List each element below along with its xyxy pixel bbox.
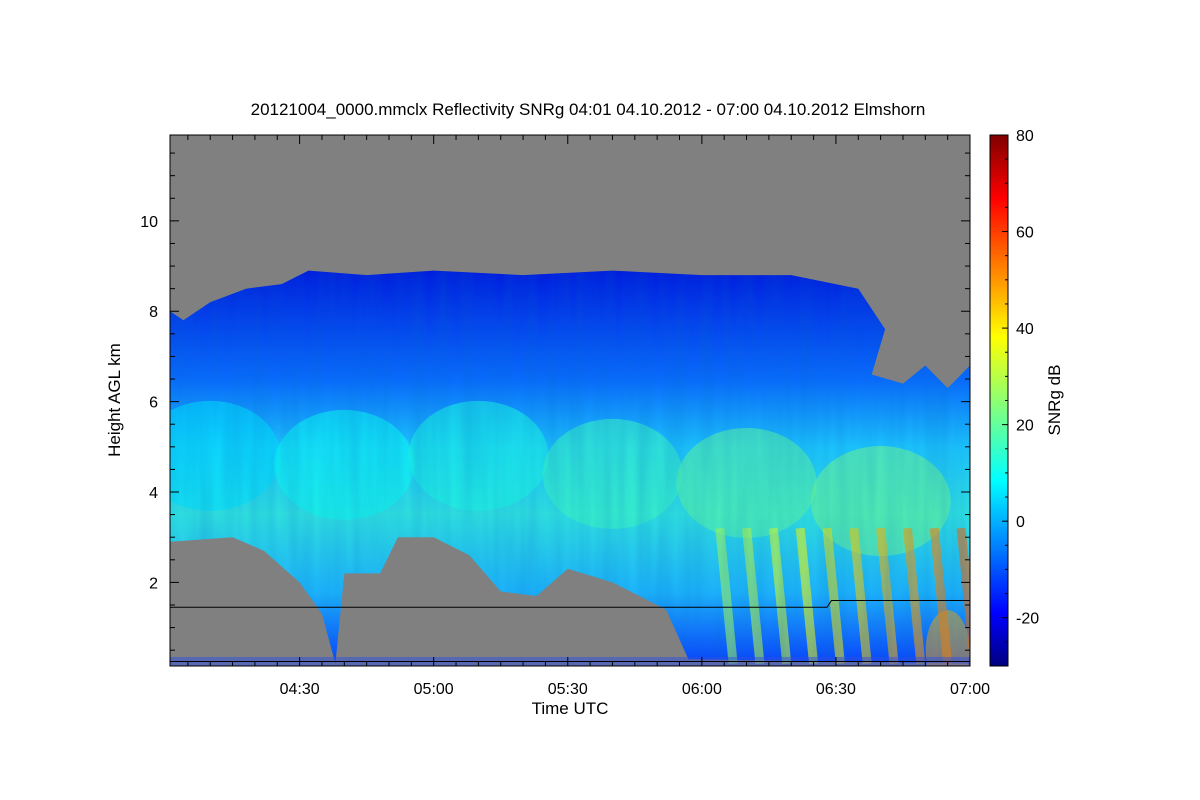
reflectivity-field bbox=[170, 270, 970, 666]
plot-frame bbox=[169, 134, 971, 667]
y-tick-label: 4 bbox=[149, 485, 158, 502]
x-tick-label: 05:30 bbox=[548, 681, 588, 698]
reference-line bbox=[170, 599, 970, 608]
y-axis: 2 4 6 8 10 bbox=[140, 152, 970, 651]
colorbar-axis: -20 0 20 40 60 80 bbox=[1002, 128, 1039, 667]
colorbar-tick-label: 0 bbox=[1016, 514, 1025, 531]
y-tick-label: 6 bbox=[149, 395, 158, 412]
y-tick-label: 10 bbox=[140, 214, 158, 231]
colorbar-tick-label: -20 bbox=[1016, 611, 1039, 628]
colorbar-label: SNRg dB bbox=[1045, 365, 1064, 436]
colorbar-tick-label: 40 bbox=[1016, 321, 1034, 338]
texture-overlay bbox=[170, 270, 970, 664]
colorbar-tick-label: 80 bbox=[1016, 128, 1034, 145]
y-tick-label: 8 bbox=[149, 304, 158, 321]
x-axis-label: Time UTC bbox=[532, 699, 609, 718]
x-tick-label: 04:30 bbox=[280, 681, 320, 698]
colorbar-tick-label: 60 bbox=[1016, 225, 1034, 242]
chart-title: 20121004_0000.mmclx Reflectivity SNRg 04… bbox=[251, 100, 926, 119]
colorbar-tick-label: 20 bbox=[1016, 418, 1034, 435]
x-tick-label: 05:00 bbox=[414, 681, 454, 698]
x-tick-label: 06:30 bbox=[816, 681, 856, 698]
y-axis-label: Height AGL km bbox=[105, 343, 124, 457]
x-tick-label: 06:00 bbox=[682, 681, 722, 698]
x-tick-label: 07:00 bbox=[950, 681, 990, 698]
y-tick-label: 2 bbox=[149, 575, 158, 592]
x-axis: 04:30 05:00 05:30 06:00 06:30 07:00 bbox=[187, 135, 990, 698]
